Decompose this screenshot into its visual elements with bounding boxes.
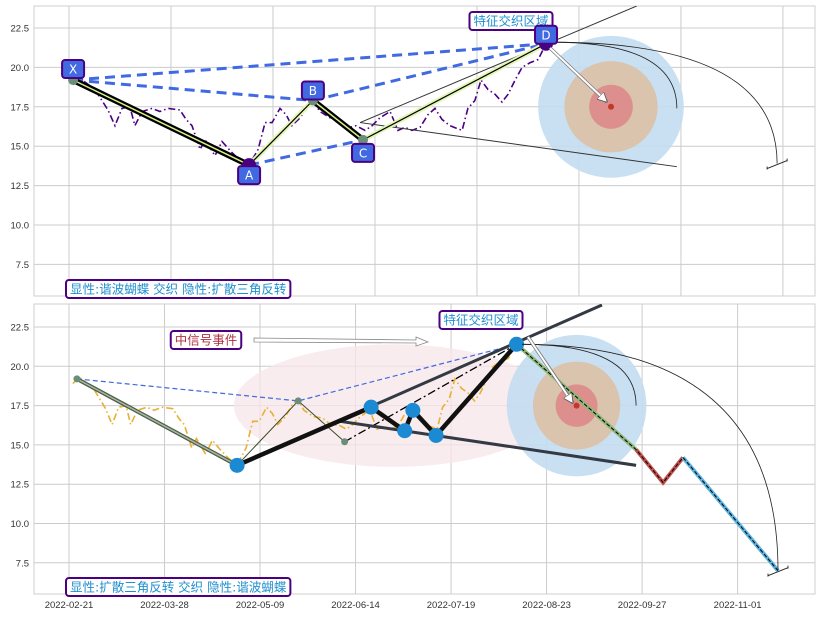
swing-point xyxy=(229,457,245,473)
feature-zone-label-text: 特征交织区域 xyxy=(443,313,518,328)
pattern-caption-frame xyxy=(65,279,292,299)
pattern-caption-frame xyxy=(65,577,292,597)
pivot-label-box-A xyxy=(237,165,262,186)
leg-CD xyxy=(362,43,547,141)
x-tick-label: 2022-09-27 xyxy=(618,600,667,611)
projection-dashed-core xyxy=(516,343,779,572)
swing-point xyxy=(397,423,413,439)
plot-content xyxy=(68,6,788,178)
pattern-caption: 显性:扩散三角反转 交织 隐性:谐波蝴蝶 xyxy=(65,577,292,597)
plot-content xyxy=(72,304,789,577)
signal-event-label: 中信号事件 xyxy=(169,330,243,350)
x-tick-label: 2022-07-19 xyxy=(427,600,476,611)
pivot-label-A: A xyxy=(245,169,254,183)
small-arc xyxy=(552,41,678,109)
pivot-label-C: C xyxy=(359,146,367,160)
signal-event-label-text: 中信号事件 xyxy=(175,333,238,348)
pattern-caption-text: 显性:扩散三角反转 交织 隐性:谐波蝴蝶 xyxy=(70,580,287,595)
pivot-label-box-B xyxy=(300,80,325,101)
signal-event-label-frame xyxy=(169,330,243,350)
x-tick-label: 2022-03-28 xyxy=(140,600,189,611)
signal-zone-ellipse xyxy=(233,344,554,467)
plot-area xyxy=(33,5,816,297)
large-arc xyxy=(552,41,778,164)
x-tick-label: 2022-06-14 xyxy=(331,600,380,611)
y-tick-label: 7.5 xyxy=(16,260,29,271)
gridlines xyxy=(34,304,815,594)
x-tick-label: 2022-05-09 xyxy=(236,600,285,611)
bottom-panel: 7.5 10.0 12.5 15.0 17.5 20.0 22.5 中信号事件 特征交织区域显性… xyxy=(11,303,816,597)
feature-zone-label-frame xyxy=(438,310,524,330)
feature-zone-label-frame xyxy=(468,11,554,31)
y-tick-label: 20.0 xyxy=(11,63,30,74)
leg-BC-stripe xyxy=(312,99,364,141)
leg-XA-stripe xyxy=(72,79,250,166)
pivot-label-box-D xyxy=(534,24,559,45)
large-arc xyxy=(522,343,779,571)
top-panel: 7.5 10.0 12.5 15.0 17.5 20.0 22.5 特征交织区域 X A B C D 显性… xyxy=(11,5,816,299)
pivot-label-box-C xyxy=(351,142,376,163)
swing-point xyxy=(509,336,525,352)
y-tick-label: 10.0 xyxy=(11,519,30,530)
x-tick-label: 2022-08-23 xyxy=(522,600,571,611)
blue-dashed-XB xyxy=(72,78,314,102)
y-tick-label: 22.5 xyxy=(11,323,30,334)
swing-point xyxy=(428,427,444,443)
blue-dashed-XBD xyxy=(76,343,517,402)
blue-dashed-BD xyxy=(312,42,547,102)
pivot-label-B: B xyxy=(309,84,317,98)
y-tick-label: 22.5 xyxy=(11,24,30,35)
swing-point xyxy=(363,399,379,415)
y-tick-label: 15.0 xyxy=(11,440,30,451)
swing-point xyxy=(405,402,421,418)
x-tick-label: 2022-11-01 xyxy=(714,600,762,611)
y-tick-label: 17.5 xyxy=(11,102,30,113)
y-tick-label: 17.5 xyxy=(11,401,30,412)
swing-line xyxy=(236,342,519,468)
triangle-lower-line xyxy=(360,122,677,168)
target-center xyxy=(573,402,580,409)
pivot-marker-C xyxy=(341,438,349,446)
pivot-label-box-X xyxy=(61,59,86,80)
x-tick-label: 2022-02-21 xyxy=(45,600,94,611)
pattern-caption-text: 显性:谐波蝴蝶 交织 隐性:扩散三角反转 xyxy=(70,282,286,297)
pivot-marker-X xyxy=(73,375,81,383)
y-tick-label: 20.0 xyxy=(11,362,30,373)
y-tick-label: 12.5 xyxy=(11,480,30,491)
target-arrow xyxy=(527,336,572,402)
target-arrow xyxy=(549,47,606,101)
pivot-label-D: D xyxy=(541,28,550,42)
y-tick-label: 7.5 xyxy=(16,558,29,569)
arc-bracket xyxy=(766,158,788,170)
y-tick-label: 10.0 xyxy=(11,221,30,232)
arc-bracket xyxy=(767,565,789,577)
pivot-marker-B xyxy=(294,397,302,405)
leg-AB xyxy=(248,100,314,166)
signal-arrow xyxy=(253,336,430,347)
triangle-upper-line xyxy=(359,6,638,124)
target-center xyxy=(608,103,615,110)
y-tick-label: 12.5 xyxy=(11,181,30,192)
leg-XA-stripe xyxy=(76,378,238,466)
triangle-lower-line xyxy=(339,419,637,467)
x-axis: 2022-02-21 2022-03-28 2022-05-09 2022-06-14… xyxy=(45,600,762,611)
blue-dashed-AC xyxy=(248,138,364,167)
feature-zone-label-text: 特征交织区域 xyxy=(473,14,548,29)
pivot-marker-C xyxy=(358,134,369,145)
y-tick-label: 15.0 xyxy=(11,142,30,153)
feature-zone-label: 特征交织区域 xyxy=(468,11,554,31)
pattern-caption: 显性:谐波蝴蝶 交织 隐性:扩散三角反转 xyxy=(65,279,292,299)
pivot-label-X: X xyxy=(69,63,77,77)
feature-zone-label: 特征交织区域 xyxy=(438,310,524,330)
